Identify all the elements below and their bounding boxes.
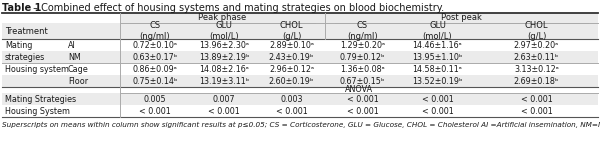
Text: < 0.001: < 0.001: [347, 107, 379, 116]
Text: < 0.001: < 0.001: [275, 107, 307, 116]
Text: Mating Strategies: Mating Strategies: [5, 95, 76, 104]
Text: 2.69±0.18ᵇ: 2.69±0.18ᵇ: [514, 76, 559, 86]
Bar: [2, 51, 598, 63]
Text: GLU
(mol/L): GLU (mol/L): [422, 21, 452, 41]
Text: 13.89±2.19ᵇ: 13.89±2.19ᵇ: [199, 52, 249, 61]
Text: Peak phase: Peak phase: [199, 14, 247, 23]
Text: 0.007: 0.007: [212, 95, 235, 104]
Text: Cage: Cage: [68, 64, 89, 73]
Text: Mating: Mating: [5, 41, 32, 49]
Bar: [2, 39, 598, 51]
Text: 2.96±0.12ᵃ: 2.96±0.12ᵃ: [269, 64, 314, 73]
Text: AI: AI: [68, 41, 76, 49]
Text: Post peak: Post peak: [441, 14, 482, 23]
Text: CS
(ng/ml): CS (ng/ml): [347, 21, 378, 41]
Text: 2.97±0.20ᵃ: 2.97±0.20ᵃ: [514, 41, 559, 49]
Text: 2.63±0.11ᵇ: 2.63±0.11ᵇ: [514, 52, 559, 61]
Bar: [2, 13, 120, 23]
Text: 1.36±0.08ᵃ: 1.36±0.08ᵃ: [340, 64, 385, 73]
Bar: [2, 63, 598, 75]
Text: Floor: Floor: [68, 76, 88, 86]
Text: GLU
(mol/L): GLU (mol/L): [209, 21, 239, 41]
Text: < 0.001: < 0.001: [422, 95, 454, 104]
Text: 13.95±1.10ᵇ: 13.95±1.10ᵇ: [412, 52, 463, 61]
Text: 0.86±0.09ᵃ: 0.86±0.09ᵃ: [133, 64, 178, 73]
Text: < 0.001: < 0.001: [422, 107, 454, 116]
Text: < 0.001: < 0.001: [521, 107, 553, 116]
Text: 13.52±0.19ᵇ: 13.52±0.19ᵇ: [412, 76, 463, 86]
Text: 1.29±0.20ᵃ: 1.29±0.20ᵃ: [340, 41, 385, 49]
Bar: [2, 23, 598, 39]
Text: 2.60±0.19ᵇ: 2.60±0.19ᵇ: [269, 76, 314, 86]
Text: Housing system: Housing system: [5, 64, 69, 73]
Bar: [2, 87, 598, 93]
Text: 0.005: 0.005: [143, 95, 166, 104]
Bar: [2, 93, 598, 105]
Text: Treatment: Treatment: [5, 27, 48, 36]
Text: CHOL
(g/L): CHOL (g/L): [280, 21, 303, 41]
Text: 0.72±0.10ᵃ: 0.72±0.10ᵃ: [133, 41, 178, 49]
Text: 14.08±2.16ᵃ: 14.08±2.16ᵃ: [199, 64, 249, 73]
Text: 2.43±0.19ᵇ: 2.43±0.19ᵇ: [269, 52, 314, 61]
Text: – Combined effect of housing systems and mating strategies on blood biochemistry: – Combined effect of housing systems and…: [30, 3, 444, 13]
Text: 2.89±0.10ᵃ: 2.89±0.10ᵃ: [269, 41, 314, 49]
Text: Table 1: Table 1: [2, 3, 41, 13]
Text: < 0.001: < 0.001: [347, 95, 379, 104]
Text: 0.79±0.12ᵇ: 0.79±0.12ᵇ: [340, 52, 385, 61]
Text: 0.63±0.17ᵇ: 0.63±0.17ᵇ: [133, 52, 178, 61]
Text: Superscripts on means within column show significant results at p≤0.05; CS = Cor: Superscripts on means within column show…: [2, 122, 600, 128]
Text: strategies: strategies: [5, 52, 45, 61]
Text: < 0.001: < 0.001: [521, 95, 553, 104]
Text: < 0.001: < 0.001: [139, 107, 171, 116]
Text: < 0.001: < 0.001: [208, 107, 240, 116]
Text: 0.003: 0.003: [280, 95, 303, 104]
Text: 14.58±0.11ᵃ: 14.58±0.11ᵃ: [413, 64, 463, 73]
Text: 0.75±0.14ᵇ: 0.75±0.14ᵇ: [133, 76, 178, 86]
Text: NM: NM: [68, 52, 81, 61]
Bar: [120, 13, 598, 23]
Text: 13.19±3.11ᵇ: 13.19±3.11ᵇ: [199, 76, 249, 86]
Bar: [2, 75, 598, 87]
Text: CHOL
(g/L): CHOL (g/L): [525, 21, 548, 41]
Text: ANOVA: ANOVA: [345, 86, 373, 95]
Text: Housing System: Housing System: [5, 107, 70, 116]
Bar: [2, 105, 598, 117]
Text: 13.96±2.30ᵃ: 13.96±2.30ᵃ: [199, 41, 249, 49]
Text: CS
(ng/ml): CS (ng/ml): [140, 21, 170, 41]
Text: 14.46±1.16ᵃ: 14.46±1.16ᵃ: [413, 41, 463, 49]
Text: 0.67±0.15ᵇ: 0.67±0.15ᵇ: [340, 76, 385, 86]
Text: 3.13±0.12ᵃ: 3.13±0.12ᵃ: [514, 64, 559, 73]
